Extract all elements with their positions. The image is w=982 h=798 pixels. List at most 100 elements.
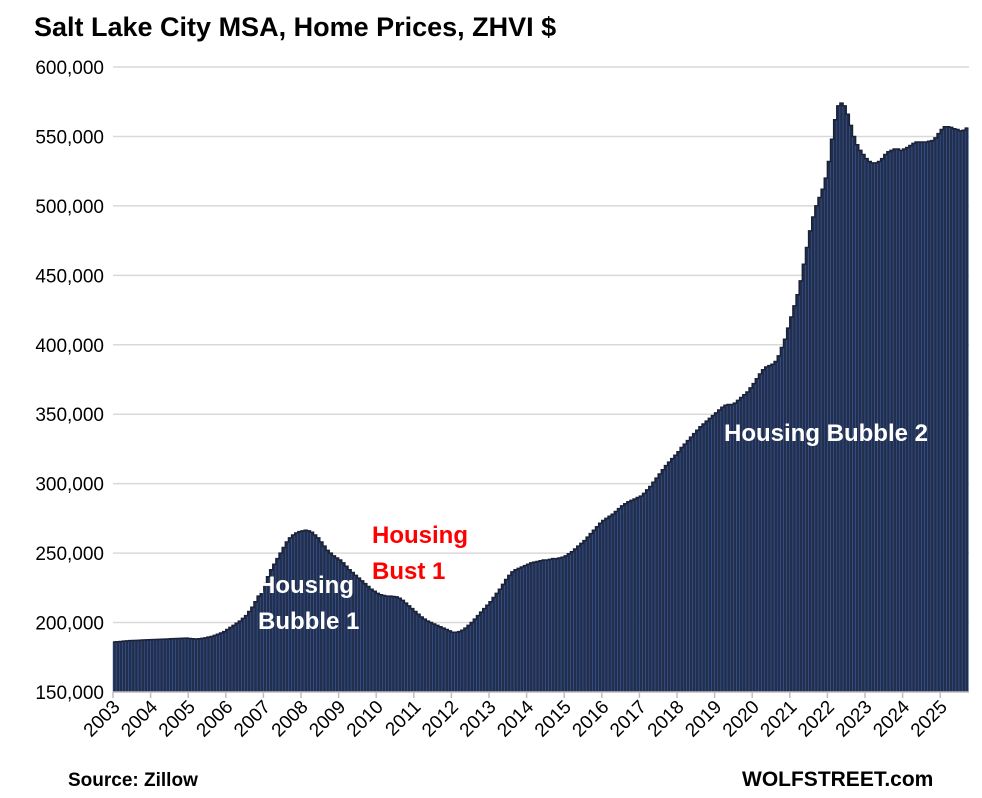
y-tick-label: 200,000 [35,614,104,635]
bar [836,105,841,693]
bar [629,500,634,693]
x-tick-label: 2017 [606,697,651,742]
bar [137,639,142,693]
annotation-bust-1: Housing Bust 1 [372,518,468,590]
bar [187,638,192,693]
bar [548,559,552,693]
bar [159,638,164,693]
bar [626,501,631,693]
bar [670,458,675,693]
bar [939,129,944,693]
bar [184,637,189,693]
bar [379,594,383,693]
y-tick-label: 350,000 [35,405,104,426]
bar [789,316,794,693]
bar [213,635,217,693]
x-tick-label: 2015 [531,697,576,742]
bar [125,640,129,693]
bar [664,465,668,693]
bar [404,602,408,693]
bar [134,640,139,693]
bar [219,632,223,693]
bar [250,607,255,693]
bar [128,640,133,693]
x-tick-label: 2018 [644,697,689,742]
bar [936,133,941,693]
bar [965,127,969,693]
bar [231,625,236,693]
bar [576,545,581,693]
bar [516,568,521,693]
bar [535,561,540,693]
bar [930,140,935,693]
bar [783,338,787,693]
bar [570,551,574,693]
x-tick-label: 2019 [681,697,726,742]
x-tick-label: 2010 [343,697,388,742]
bar [805,247,809,693]
bar [498,588,502,693]
bar [657,473,662,693]
bar [607,516,612,693]
x-tick-label: 2009 [305,697,350,742]
bar [460,629,465,693]
annotation-line: Housing [372,522,468,549]
bar [667,461,671,693]
bar [610,513,615,693]
bar [454,632,458,693]
bar [166,638,170,693]
bar [479,611,483,693]
bar [438,626,443,693]
annotation-line: Housing [258,572,354,599]
bar [683,443,687,693]
bar [507,575,512,693]
bar [463,627,468,693]
bar [448,630,452,693]
x-tick-label: 2022 [794,697,839,742]
bar [598,523,603,693]
annotation-line: Housing Bubble 2 [724,420,928,447]
annotation-bubble-2: Housing Bubble 2 [724,416,928,452]
bar [636,497,640,693]
bar [701,423,706,693]
bar [949,127,953,693]
bar [432,623,436,693]
x-tick-label: 2024 [869,696,914,741]
bar [639,495,643,693]
bar [589,533,593,693]
bar [955,129,960,693]
bar [253,601,258,693]
bar [529,562,534,693]
bar [401,600,405,693]
bar [845,113,850,693]
bar [673,454,678,693]
bar [476,615,480,693]
bar [952,128,957,693]
x-tick-label: 2005 [155,697,200,742]
bar [849,125,853,693]
bar [451,632,455,693]
bar [554,558,559,693]
bar [651,482,656,693]
bar [147,639,151,693]
bar [112,641,117,693]
bar [394,596,399,693]
bar [798,280,803,693]
x-tick-label: 2013 [456,697,501,742]
bar [228,627,233,693]
bar [495,593,499,693]
bar [488,601,493,693]
bar [777,355,781,693]
bar [385,595,389,693]
bar [780,347,784,693]
bar [397,598,402,693]
bar [943,126,947,693]
bar [375,593,380,693]
bar [773,361,778,693]
bar [520,566,524,693]
y-tick-label: 250,000 [35,544,104,565]
y-tick-label: 400,000 [35,336,104,357]
bar [144,639,148,693]
bar [601,520,606,693]
bar [169,638,173,693]
